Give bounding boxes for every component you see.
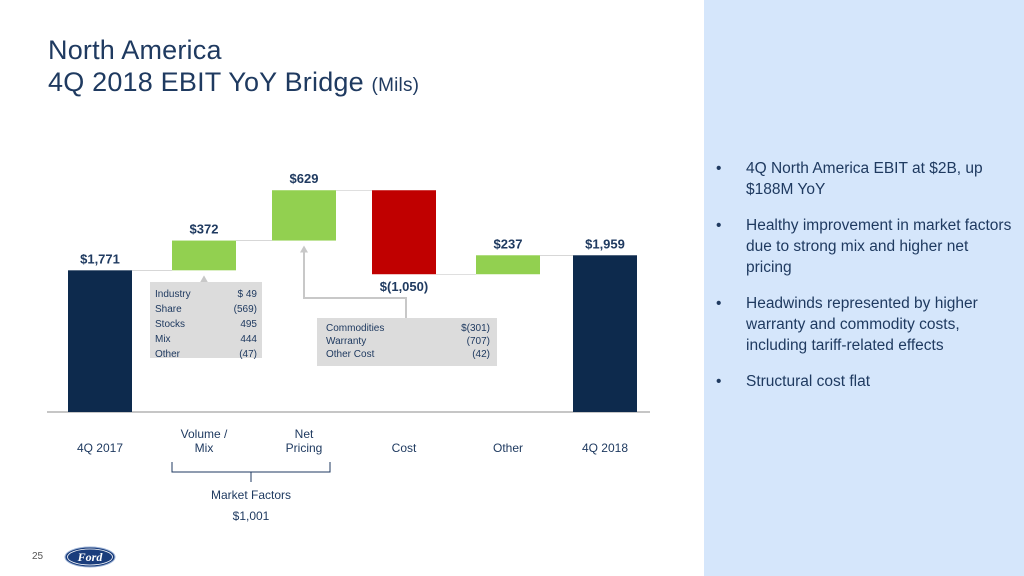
bullet-item: • 4Q North America EBIT at $2B, up $188M … xyxy=(716,158,1016,200)
bar-4q-2017 xyxy=(68,270,132,412)
callout-row-label: Mix xyxy=(155,334,171,345)
x-tick-label: Net xyxy=(295,427,314,441)
data-label: $237 xyxy=(494,236,523,251)
callout-row-value: (569) xyxy=(234,304,257,315)
bar-cost xyxy=(372,190,436,275)
data-label: $372 xyxy=(190,222,219,237)
group-label: Market Factors xyxy=(211,488,291,502)
group-bracket xyxy=(171,462,331,473)
group-value: $1,001 xyxy=(233,509,270,523)
x-tick-label: Other xyxy=(493,441,523,455)
callout-row-label: Other Cost xyxy=(326,349,375,360)
page-number: 25 xyxy=(32,551,44,562)
callout-row-value: (47) xyxy=(239,349,257,360)
callout-row-value: (707) xyxy=(467,336,490,347)
callout-row-label: Commodities xyxy=(326,323,384,334)
x-tick-label: Volume / xyxy=(181,427,228,441)
callout-row-label: Share xyxy=(155,304,182,315)
callout-box xyxy=(317,318,497,366)
callout-row-label: Warranty xyxy=(326,336,366,347)
bullet-glyph: • xyxy=(716,217,722,234)
title-line-1: North America xyxy=(48,35,222,65)
bullet-item: • Headwinds represented by higher warrant… xyxy=(716,293,1016,356)
bar-net-pricing xyxy=(272,190,336,241)
callout-row-value: $ 49 xyxy=(238,289,258,300)
ford-logo-text: Ford xyxy=(77,550,104,564)
bar-volume-mix xyxy=(172,240,236,271)
callout-row-label: Stocks xyxy=(155,319,185,330)
bar-other xyxy=(476,255,540,275)
x-tick-label: 4Q 2017 xyxy=(77,441,123,455)
callout-row-label: Industry xyxy=(155,289,191,300)
callout-arrow-head xyxy=(200,275,208,283)
page-title: North America 4Q 2018 EBIT YoY Bridge (M… xyxy=(48,34,419,102)
ebit-bridge-chart: $1,771 $372 $629 $(1,050) $237 $1,959 4Q 2017 V… xyxy=(47,171,650,523)
ford-logo-icon: Ford xyxy=(64,546,116,568)
bullet-item: • Structural cost flat xyxy=(716,371,1016,392)
title-main: 4Q 2018 EBIT YoY Bridge xyxy=(48,67,364,97)
bullet-item: • Healthy improvement in market factors d… xyxy=(716,215,1016,278)
bar-4q-2018 xyxy=(573,255,637,412)
commentary-panel xyxy=(704,0,1024,576)
data-label: $(1,050) xyxy=(380,279,428,294)
x-tick-label: Pricing xyxy=(286,441,323,455)
data-label: $1,771 xyxy=(80,251,120,266)
callout-arrow-line xyxy=(303,252,407,318)
callout-row-value: (42) xyxy=(472,349,490,360)
bullet-text: Structural cost flat xyxy=(746,373,871,390)
bullet-text: Healthy improvement in market factors du… xyxy=(746,217,1012,276)
bullet-glyph: • xyxy=(716,160,722,177)
bullet-text: 4Q North America EBIT at $2B, up $188M Y… xyxy=(746,160,983,198)
data-label: $1,959 xyxy=(585,236,625,251)
title-units: (Mils) xyxy=(371,75,420,96)
callout-box xyxy=(150,282,262,358)
bullet-list: • 4Q North America EBIT at $2B, up $188M … xyxy=(716,158,1016,407)
callout-row-label: Other xyxy=(155,349,181,360)
data-label: $629 xyxy=(290,171,319,186)
title-line-2: 4Q 2018 EBIT YoY Bridge (Mils) xyxy=(48,66,419,102)
bullet-glyph: • xyxy=(716,295,722,312)
bullet-text: Headwinds represented by higher warranty… xyxy=(746,295,978,354)
x-tick-label: Cost xyxy=(392,441,417,455)
bullet-glyph: • xyxy=(716,373,722,390)
callout-row-value: $(301) xyxy=(461,323,490,334)
x-tick-label: 4Q 2018 xyxy=(582,441,628,455)
callout-row-value: 495 xyxy=(240,319,257,330)
callout-row-value: 444 xyxy=(240,334,257,345)
x-tick-label: Mix xyxy=(195,441,214,455)
callout-arrow-head xyxy=(300,245,308,253)
